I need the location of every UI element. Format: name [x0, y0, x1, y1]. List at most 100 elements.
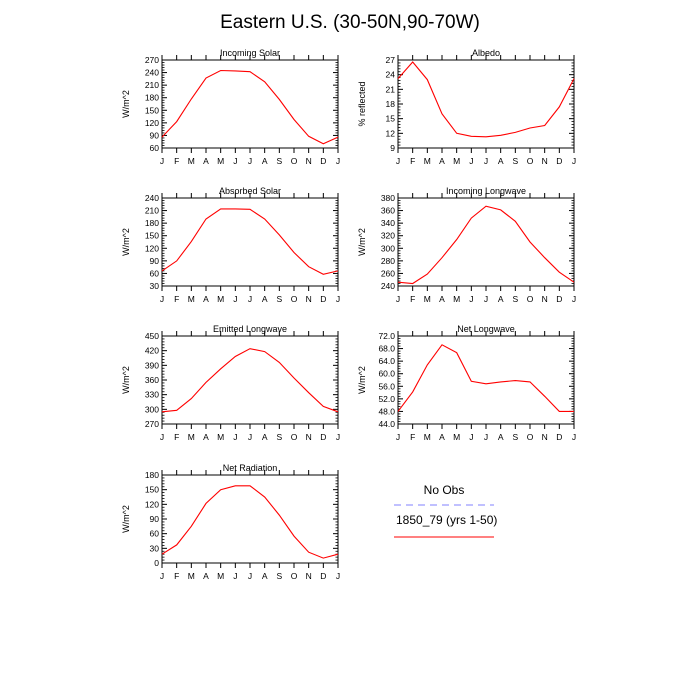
x-tick-label: M — [453, 432, 460, 442]
y-tick-label: 90 — [150, 514, 160, 524]
x-tick-label: M — [217, 156, 224, 166]
x-tick-label: J — [336, 294, 340, 304]
y-tick-label: 260 — [381, 268, 395, 278]
x-tick-label: A — [203, 294, 209, 304]
x-tick-label: S — [276, 156, 282, 166]
x-tick-label: F — [174, 156, 179, 166]
x-tick-label: J — [160, 432, 164, 442]
x-tick-label: F — [174, 571, 179, 581]
x-tick-label: O — [527, 432, 534, 442]
x-tick-label: M — [453, 294, 460, 304]
legend-obs-label: No Obs — [424, 483, 465, 497]
y-tick-label: 18 — [386, 99, 396, 109]
x-tick-label: N — [306, 571, 312, 581]
y-tick-label: 68.0 — [378, 344, 395, 354]
model-series-line — [397, 344, 574, 412]
y-tick-label: 72.0 — [378, 331, 395, 341]
x-tick-label: D — [556, 156, 562, 166]
y-tick-label: 180 — [145, 470, 159, 480]
x-tick-label: A — [439, 156, 445, 166]
x-tick-label: F — [410, 294, 415, 304]
y-tick-label: 240 — [145, 68, 159, 78]
x-tick-label: O — [527, 294, 534, 304]
x-tick-label: M — [424, 156, 431, 166]
x-tick-label: O — [291, 294, 298, 304]
y-tick-label: 320 — [381, 231, 395, 241]
model-series-line — [161, 69, 339, 145]
x-tick-label: A — [203, 156, 209, 166]
y-tick-label: 30 — [150, 281, 160, 291]
x-tick-label: A — [262, 571, 268, 581]
y-tick-label: 240 — [145, 193, 159, 203]
x-tick-label: D — [320, 294, 326, 304]
y-tick-label: 420 — [145, 346, 159, 356]
y-tick-label: 340 — [381, 218, 395, 228]
x-tick-label: J — [233, 571, 237, 581]
x-tick-label: M — [188, 571, 195, 581]
x-tick-label: N — [306, 432, 312, 442]
y-tick-label: 9 — [390, 143, 395, 153]
x-tick-label: M — [217, 571, 224, 581]
x-tick-label: D — [320, 432, 326, 442]
x-tick-label: O — [291, 571, 298, 581]
y-tick-label: 180 — [145, 93, 159, 103]
chart-title: Net Radiation — [223, 463, 278, 473]
x-tick-label: D — [320, 571, 326, 581]
y-axis-label: W/m^2 — [121, 228, 131, 256]
y-tick-label: 150 — [145, 231, 159, 241]
x-tick-label: S — [512, 432, 518, 442]
y-tick-label: 64.0 — [378, 356, 395, 366]
chart-panel-6: Net Longwave W/m^2 44.0 48.0 52.0 56.0 60.0 64.… — [357, 324, 576, 442]
y-axis-label: W/m^2 — [121, 366, 131, 394]
x-tick-label: J — [484, 432, 488, 442]
x-tick-label: M — [217, 294, 224, 304]
y-tick-label: 27 — [386, 55, 396, 65]
chart-panel-4: Incoming Longwave W/m^2 240 260 280 300 320 340… — [357, 186, 576, 304]
y-tick-label: 120 — [145, 118, 159, 128]
y-tick-label: 15 — [386, 114, 396, 124]
x-tick-label: S — [512, 156, 518, 166]
x-tick-label: J — [160, 156, 164, 166]
x-tick-label: J — [248, 432, 252, 442]
y-tick-label: 180 — [145, 218, 159, 228]
x-tick-label: A — [439, 294, 445, 304]
y-tick-label: 210 — [145, 80, 159, 90]
model-series-line — [161, 485, 339, 559]
y-tick-label: 44.0 — [378, 419, 395, 429]
x-tick-label: J — [233, 432, 237, 442]
y-tick-label: 60 — [150, 529, 160, 539]
chart-panel-3: Absorbed Solar W/m^2 30 60 90 120 150 180 210 240… — [121, 186, 340, 304]
x-tick-label: J — [160, 571, 164, 581]
x-tick-label: J — [396, 294, 400, 304]
chart-title: Emitted Longwave — [213, 324, 287, 334]
y-tick-label: 90 — [150, 130, 160, 140]
x-tick-label: N — [542, 294, 548, 304]
plot-frame — [397, 59, 575, 149]
x-tick-label: F — [174, 432, 179, 442]
x-tick-label: D — [320, 156, 326, 166]
x-tick-label: J — [233, 156, 237, 166]
plot-frame — [397, 197, 575, 287]
chart-panel-1: Incoming Solar W/m^2 60 90 120 150 180 210 240 27… — [121, 48, 340, 166]
x-tick-label: J — [396, 156, 400, 166]
y-tick-label: 380 — [381, 193, 395, 203]
x-tick-label: D — [556, 432, 562, 442]
x-tick-label: J — [469, 156, 473, 166]
y-axis-label: W/m^2 — [121, 90, 131, 118]
figure-title: Eastern U.S. (30-50N,90-70W) — [220, 12, 480, 33]
y-tick-label: 90 — [150, 256, 160, 266]
x-tick-label: J — [572, 294, 576, 304]
y-tick-label: 360 — [145, 375, 159, 385]
x-tick-label: J — [484, 156, 488, 166]
model-series-line — [397, 61, 575, 138]
x-tick-label: F — [174, 294, 179, 304]
x-tick-label: M — [424, 294, 431, 304]
chart-title: Albedo — [472, 48, 500, 58]
x-tick-label: A — [498, 294, 504, 304]
x-tick-label: O — [291, 156, 298, 166]
x-tick-label: J — [469, 432, 473, 442]
y-tick-label: 270 — [145, 419, 159, 429]
y-tick-label: 52.0 — [378, 394, 395, 404]
x-tick-label: S — [512, 294, 518, 304]
